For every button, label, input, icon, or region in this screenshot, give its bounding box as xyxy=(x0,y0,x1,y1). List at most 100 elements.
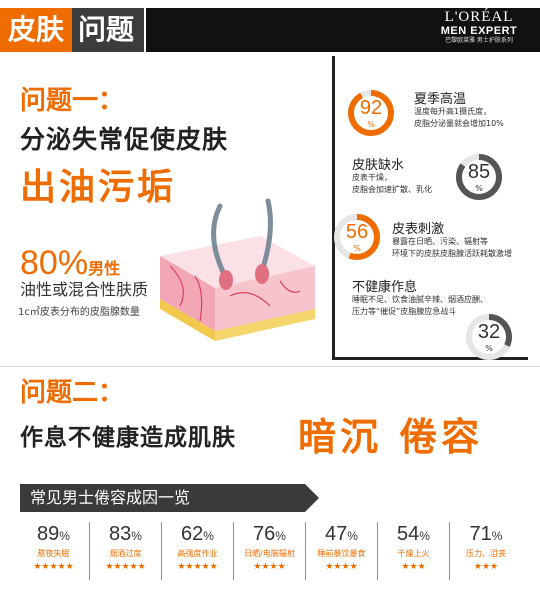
cause-label: 干燥上火 xyxy=(397,549,430,558)
cause-stars: ★★★★★ xyxy=(177,562,218,572)
cause-value: 89% xyxy=(18,522,89,548)
ring-32-chart xyxy=(466,314,512,360)
cause-item: 76% 日晒/电脑辐射 ★★★★ xyxy=(234,522,306,580)
stat-80-note: 1c㎡皮表分布的皮脂腺数量 xyxy=(18,307,140,318)
cause-number: 83 xyxy=(109,523,132,545)
factor-desc-lifestyle-2: 压力等“催促”皮脂腺应急战斗 xyxy=(352,307,457,316)
factor-desc-dry-1: 皮表干燥， xyxy=(352,173,392,182)
problem2-emphasis: 暗沉 倦容 xyxy=(298,415,484,459)
factor-title-heat: 夏季高温 xyxy=(414,92,467,107)
ring-56-unit: % xyxy=(353,244,361,253)
stat-80-tail: 男性 xyxy=(88,259,121,278)
cause-stars: ★★★ xyxy=(401,562,426,572)
cause-label: 熬夜失眠 xyxy=(37,549,70,558)
ring-56-chart xyxy=(334,214,380,260)
cause-number: 76 xyxy=(253,523,276,545)
cause-value: 83% xyxy=(90,522,161,548)
cause-label: 睡前暴饮暴食 xyxy=(317,549,366,558)
ring-56-value: 56 xyxy=(345,221,369,243)
ring-92-arc xyxy=(348,90,394,136)
cause-unit: % xyxy=(347,529,358,543)
cause-label: 高强度作业 xyxy=(177,549,218,558)
brand-tagline: 巴黎欧莱雅 男士护肤系列 xyxy=(445,38,513,44)
cause-unit: % xyxy=(59,529,70,543)
stat-80-subtitle: 油性或混合性肤质 xyxy=(20,280,149,299)
cause-value: 47% xyxy=(306,522,377,548)
stat-80: 80%男性 xyxy=(20,244,120,283)
cause-stars: ★★★★ xyxy=(253,562,286,572)
factor-desc-irritation-1: 暴露在日晒、污染、辐射等 xyxy=(392,237,488,246)
cause-stars: ★★★★★ xyxy=(105,562,146,572)
cause-value: 62% xyxy=(162,522,233,548)
ring-85: 85 % xyxy=(454,152,504,202)
ring-92: 92 % xyxy=(346,88,396,138)
header-bar xyxy=(146,8,540,52)
cause-stars: ★★★ xyxy=(473,562,499,572)
ring-85-value: 85 xyxy=(467,161,491,183)
cause-label: 烟酒过度 xyxy=(109,549,142,558)
ring-56-arc xyxy=(334,214,380,260)
ring-32: 32 % xyxy=(464,312,514,362)
cause-item: 54% 干燥上火 ★★★ xyxy=(378,522,450,580)
ring-32-arc xyxy=(466,314,512,360)
problem1-line2: 出油污垢 xyxy=(20,167,177,208)
problem1-line1: 分泌失常促使皮肤 xyxy=(20,125,229,154)
cause-stars: ★★★★ xyxy=(325,562,358,572)
cause-item: 62% 高强度作业 ★★★★★ xyxy=(162,522,234,580)
ring-85-arc xyxy=(456,154,502,200)
factor-title-irritation: 皮表刺激 xyxy=(392,222,445,237)
factor-desc-heat: 温度每升高1摄氏度， 皮脂分泌量就会增加10% xyxy=(414,106,504,130)
factor-desc-dry-2: 皮脂会加速扩散、乳化 xyxy=(352,185,432,194)
header-title-a: 皮肤 xyxy=(0,8,73,52)
ring-92-value: 92 xyxy=(359,97,383,119)
factor-title-dry: 皮肤缺水 xyxy=(352,158,405,173)
factor-desc-lifestyle: 睡眠不足、饮食油腻辛辣、烟酒应酬、 压力等“催促”皮脂腺应急战斗 xyxy=(352,294,488,318)
stat-80-value: 80% xyxy=(20,244,89,282)
factor-desc-heat-1: 温度每升高1摄氏度， xyxy=(414,107,492,116)
factor-desc-lifestyle-1: 睡眠不足、饮食油腻辛辣、烟酒应酬、 xyxy=(352,295,488,304)
brand-name: L'ORÉAL xyxy=(444,9,514,25)
factor-panel xyxy=(332,56,528,360)
skin-illustration xyxy=(160,198,315,341)
cause-label: 压力、沮丧 xyxy=(466,549,506,558)
cause-unit: % xyxy=(491,529,503,543)
ring-92-chart xyxy=(348,90,394,136)
cause-unit: % xyxy=(275,529,286,543)
factor-desc-dry: 皮表干燥， 皮脂会加速扩散、乳化 xyxy=(352,172,432,196)
cause-label: 日晒/电脑辐射 xyxy=(244,549,295,558)
header-title-b: 问题 xyxy=(72,8,145,52)
causes-list-title: 常见男士倦容成因一览 xyxy=(20,484,319,512)
problem2-line: 作息不健康造成肌肤 xyxy=(20,425,236,451)
problem1-heading: 问题一： xyxy=(20,86,125,116)
ring-85-unit: % xyxy=(475,184,483,193)
cause-stars: ★★★★★ xyxy=(33,562,74,572)
brand-logo: L'ORÉAL MEN EXPERT 巴黎欧莱雅 男士护肤系列 xyxy=(424,10,534,45)
ring-85-chart xyxy=(456,154,502,200)
cause-unit: % xyxy=(131,529,142,543)
ring-56: 56 % xyxy=(332,212,382,262)
cause-number: 62 xyxy=(181,523,204,545)
brand-line: MEN EXPERT xyxy=(440,25,518,37)
cause-item: 89% 熬夜失眠 ★★★★★ xyxy=(18,522,90,580)
cause-value: 54% xyxy=(378,522,449,548)
factor-title-lifestyle: 不健康作息 xyxy=(352,280,418,295)
cause-number: 89 xyxy=(37,523,60,545)
ring-32-unit: % xyxy=(485,344,493,353)
cause-number: 54 xyxy=(397,523,420,545)
problem2-heading: 问题二： xyxy=(20,378,125,408)
cause-number: 71 xyxy=(469,523,492,545)
section-divider xyxy=(0,366,540,367)
header-title: 皮肤 问题 xyxy=(0,8,145,52)
cause-unit: % xyxy=(203,529,214,543)
factor-desc-irritation-2: 环境下的皮肤皮脂腺活跃耗散激增 xyxy=(392,249,512,258)
cause-number: 47 xyxy=(325,523,348,545)
cause-item: 83% 烟酒过度 ★★★★★ xyxy=(90,522,162,580)
ring-32-value: 32 xyxy=(477,321,501,343)
header: 皮肤 问题 L'ORÉAL MEN EXPERT 巴黎欧莱雅 男士护肤系列 xyxy=(0,0,540,56)
cause-value: 76% xyxy=(234,522,305,548)
ring-92-unit: % xyxy=(367,120,375,129)
factor-desc-heat-2: 皮脂分泌量就会增加10% xyxy=(414,119,504,128)
cause-item: 71% 压力、沮丧 ★★★ xyxy=(450,522,522,580)
cause-unit: % xyxy=(419,529,430,543)
factor-desc-irritation: 暴露在日晒、污染、辐射等 环境下的皮肤皮脂腺活跃耗散激增 xyxy=(392,236,512,260)
